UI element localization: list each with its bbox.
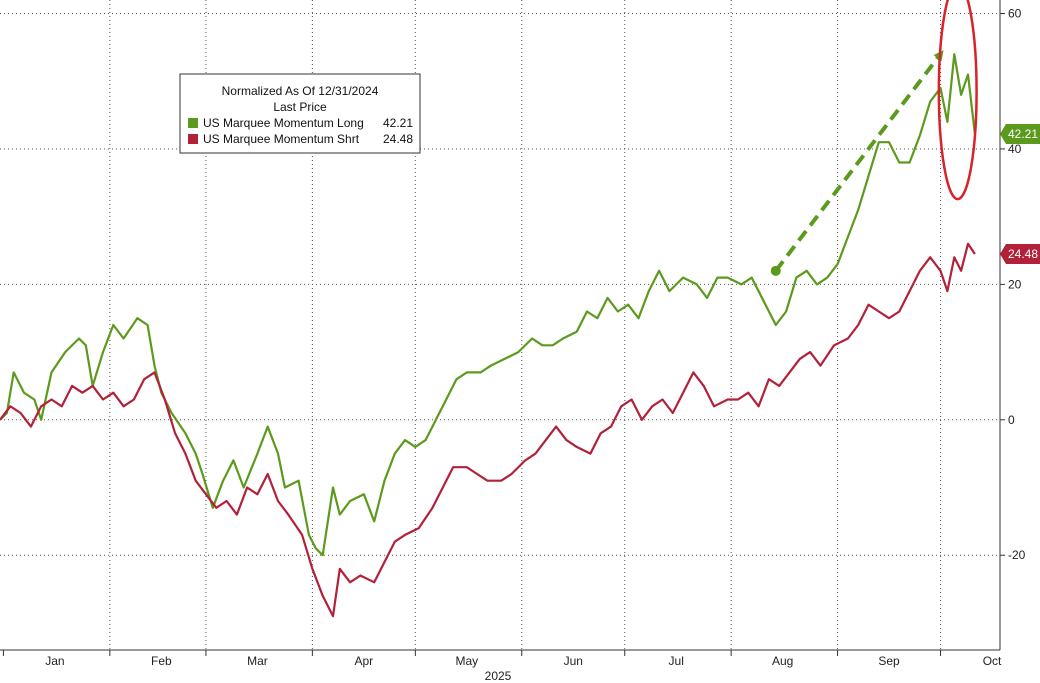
x-tick-label: Sep (878, 654, 900, 668)
legend-value-short: 24.48 (383, 132, 413, 146)
legend: Normalized As Of 12/31/2024 Last Price U… (179, 73, 421, 154)
x-tick-label: May (456, 654, 479, 668)
annotation-layer (770, 0, 978, 276)
series-layer (0, 53, 976, 618)
legend-value-long: 42.21 (383, 116, 413, 130)
trend-arrow (774, 50, 944, 273)
badge-value: 24.48 (1008, 247, 1038, 261)
y-tick-label: -20 (1008, 548, 1026, 562)
x-tick-label: Mar (247, 654, 268, 668)
badge-shape (1000, 244, 1040, 265)
legend-box (179, 73, 421, 154)
badge-shape (1000, 123, 1040, 144)
x-tick-label: Jul (669, 654, 684, 668)
last-value-badge-long: 42.21 (1000, 123, 1040, 144)
x-tick-label: Apr (355, 654, 374, 668)
legend-header-last-price: Last Price (273, 100, 327, 114)
legend-label-short: US Marquee Momentum Shrt (203, 132, 360, 146)
last-value-badges: 42.21 24.48 (1000, 123, 1040, 265)
x-tick-label: Jan (45, 654, 64, 668)
series-line-long (0, 53, 976, 557)
legend-swatch-long (188, 118, 198, 128)
last-value-badge-short: 24.48 (1000, 244, 1040, 265)
series-line-short (0, 242, 976, 618)
badge-value: 42.21 (1008, 127, 1038, 141)
x-axis-year-label: 2025 (485, 669, 512, 683)
y-tick-label: 0 (1008, 413, 1015, 427)
x-tick-label: Oct (983, 654, 1002, 668)
x-tick-label: Jun (564, 654, 583, 668)
x-tick-label: Feb (151, 654, 172, 668)
x-axis: Jan Feb Mar Apr May Jun Jul Aug Sep Oct (0, 649, 1002, 668)
legend-swatch-short (188, 134, 198, 144)
x-tick-label: Aug (772, 654, 793, 668)
y-axis: -20 0 20 40 60 (999, 0, 1026, 650)
legend-label-long: US Marquee Momentum Long (203, 116, 364, 130)
y-tick-label: 20 (1008, 277, 1022, 291)
y-tick-label: 60 (1008, 7, 1022, 21)
y-tick-label: 40 (1008, 142, 1022, 156)
highlight-ellipse (937, 0, 978, 201)
legend-header-normalized: Normalized As Of 12/31/2024 (222, 84, 379, 98)
